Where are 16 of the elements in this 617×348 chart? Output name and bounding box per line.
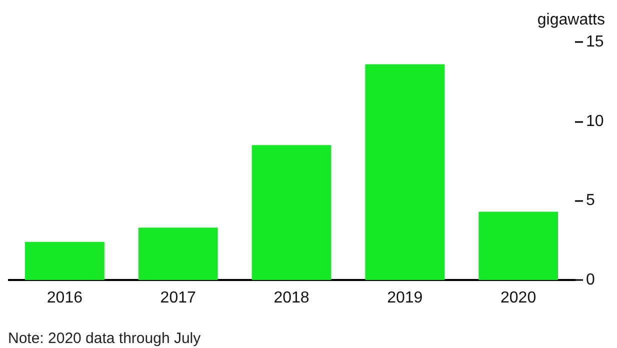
text: Note: 2020 data through July — [8, 330, 202, 347]
bar — [365, 64, 445, 280]
bar — [138, 228, 218, 280]
x-tick-label: 2019 — [387, 290, 423, 306]
bar — [478, 212, 558, 280]
y-tick-label: 15 — [586, 34, 604, 50]
y-tick-label: 5 — [586, 192, 595, 210]
y-tick-label: 10 — [586, 112, 604, 130]
y-axis-title: gigawatts — [537, 12, 605, 28]
x-tick-label: 2018 — [274, 290, 310, 306]
x-tick-label: 2016 — [46, 290, 83, 306]
bar — [252, 145, 332, 280]
bar — [25, 242, 104, 280]
x-tick-label: 2017 — [160, 290, 196, 306]
x-tick-label: 2020 — [500, 290, 536, 306]
y-tick-label: 0 — [586, 272, 595, 288]
